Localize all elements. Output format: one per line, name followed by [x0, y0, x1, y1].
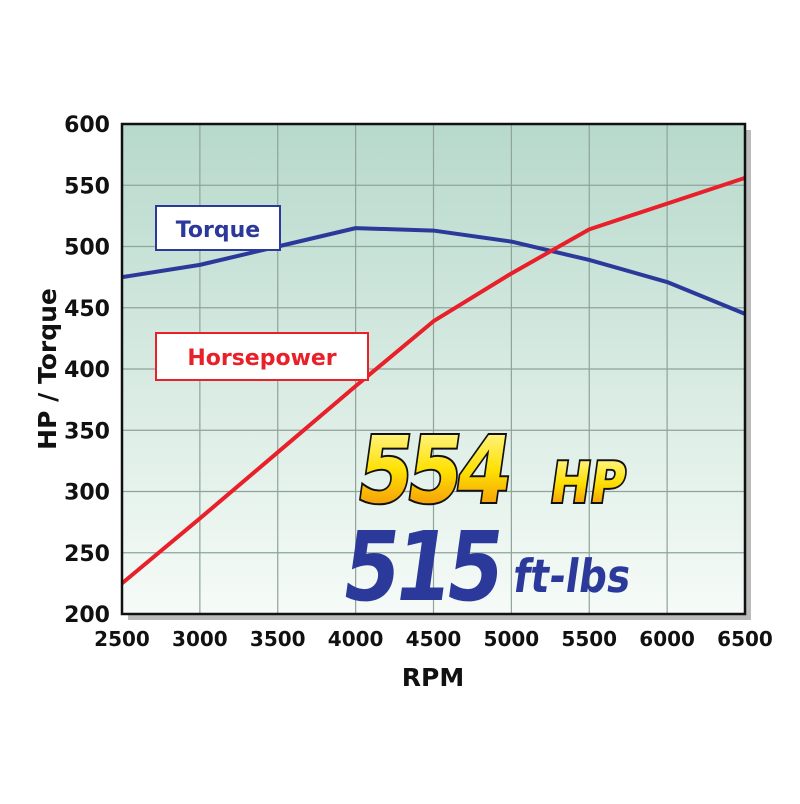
x-tick-label: 5500 [561, 627, 617, 651]
legend-torque-label: Torque [176, 218, 260, 243]
x-tick-label: 3500 [250, 627, 306, 651]
x-tick-label: 2500 [94, 627, 150, 651]
y-tick-label: 450 [64, 297, 110, 322]
y-tick-label: 550 [64, 174, 110, 199]
x-tick-label: 3000 [172, 627, 228, 651]
x-tick-label: 6000 [639, 627, 695, 651]
y-tick-label: 600 [64, 113, 110, 138]
torque-value: 515 [336, 512, 507, 623]
x-axis-label: RPM [402, 663, 464, 692]
x-tick-label: 4000 [328, 627, 384, 651]
x-tick-labels: 2500 3000 3500 4000 4500 5000 5500 6000 6500 [94, 627, 773, 651]
y-tick-label: 300 [64, 481, 110, 506]
legend-torque: Torque [156, 206, 280, 250]
y-tick-label: 500 [64, 236, 110, 261]
x-tick-label: 6500 [717, 627, 773, 651]
x-tick-label: 4500 [406, 627, 462, 651]
legend-horsepower: Horsepower [156, 333, 368, 380]
y-tick-label: 400 [64, 358, 110, 383]
torque-unit: ft-lbs [510, 550, 634, 604]
hp-value: 554 [351, 417, 516, 524]
y-tick-label: 350 [64, 419, 110, 444]
y-tick-labels: 600 550 500 450 400 350 300 250 200 [64, 113, 110, 628]
y-tick-label: 250 [64, 542, 110, 567]
y-tick-label: 200 [64, 603, 110, 628]
x-tick-label: 5000 [484, 627, 540, 651]
hp-unit: HP [546, 451, 630, 516]
legend-horsepower-label: Horsepower [187, 346, 336, 371]
y-axis-label: HP / Torque [33, 288, 62, 450]
